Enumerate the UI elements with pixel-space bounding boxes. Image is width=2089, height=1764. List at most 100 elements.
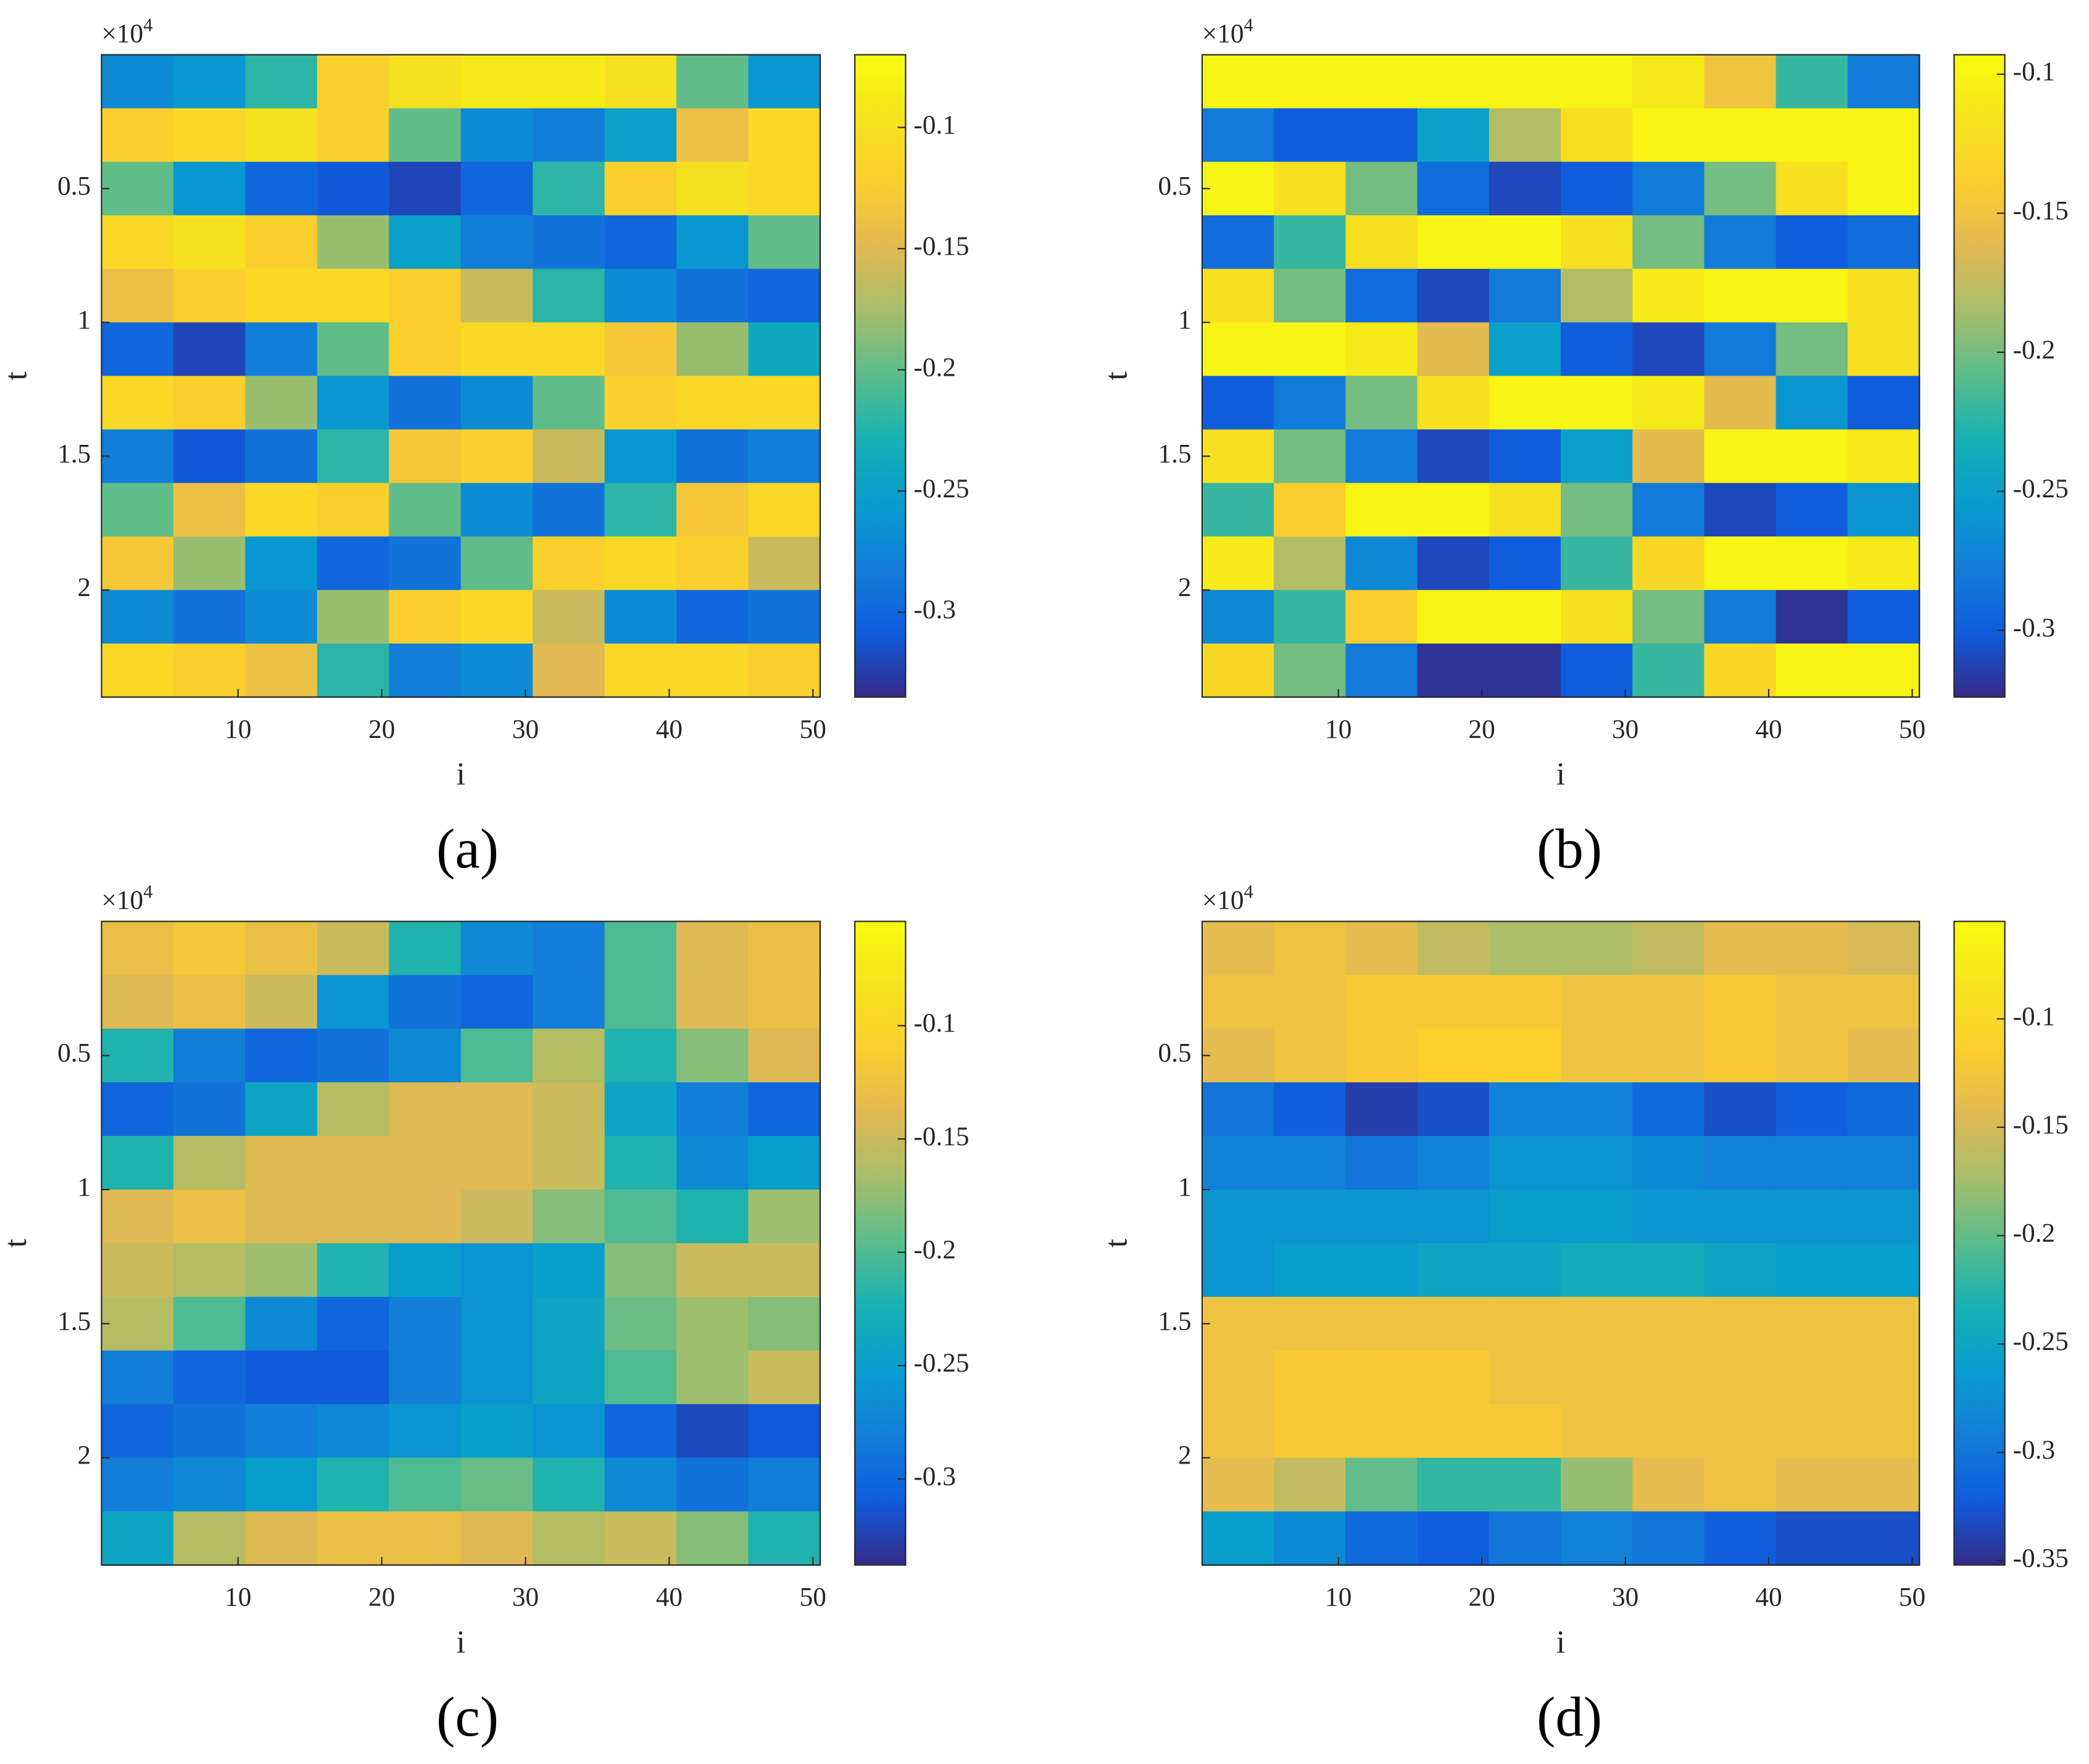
x-tick-label: 20 [368, 714, 395, 744]
heat-cell [245, 590, 318, 645]
panel-label: (d) [1537, 1686, 1602, 1748]
heat-cell [533, 162, 605, 217]
heat-cell [676, 1243, 749, 1298]
heat-cell [1560, 1029, 1634, 1083]
heat-cell [676, 54, 749, 109]
panel-label: (b) [1537, 818, 1602, 880]
heat-cell [748, 482, 821, 537]
heat-cell [101, 162, 175, 217]
heat-cell [101, 1404, 175, 1459]
heat-cell [1345, 1243, 1418, 1298]
multiplier-exponent: 4 [1244, 881, 1253, 902]
heat-cell [1417, 1082, 1490, 1137]
heat-cell [389, 268, 462, 323]
heat-cell [533, 1350, 605, 1406]
y-tick-label: 0.5 [57, 1038, 91, 1068]
heat-cell [1560, 108, 1634, 163]
heat-cell [604, 1296, 678, 1352]
heat-cell [173, 1350, 246, 1406]
heat-cell [101, 590, 175, 645]
heat-cell [1345, 1457, 1418, 1512]
heat-cell [604, 1082, 678, 1137]
heat-cell [1560, 536, 1634, 591]
heat-cell [1274, 921, 1347, 976]
heat-cell [1489, 1511, 1562, 1566]
heat-cell [317, 322, 390, 377]
heat-cell [1847, 536, 1921, 591]
heat-cell [1202, 376, 1275, 431]
heat-cell [173, 162, 246, 217]
heat-cell [389, 482, 462, 537]
heat-cell [317, 1404, 390, 1459]
heat-cell [1274, 1029, 1347, 1083]
heat-cell [101, 1350, 175, 1406]
y-tick-label: 1 [78, 1172, 91, 1202]
x-tick-label: 20 [368, 1583, 395, 1612]
heat-cell [245, 1350, 318, 1406]
heat-cell [748, 1243, 821, 1298]
heat-cell [389, 921, 462, 976]
y-tick-label: 2 [78, 1441, 91, 1470]
heat-cell [1274, 54, 1347, 109]
heat-cell [1417, 376, 1490, 431]
heat-cell [748, 108, 821, 163]
subplot: 10 20 30 40 50 0.5 1 1.5 2 i t ×104 (c) -0.1 -0.15 -0.2… [0, 881, 970, 1748]
panel-label: (c) [436, 1686, 499, 1748]
heat-cell [1560, 215, 1634, 270]
heat-cell [1202, 1243, 1275, 1298]
heat-cell [1202, 215, 1275, 270]
heat-cell [1847, 1457, 1921, 1512]
heat-cell [460, 162, 534, 217]
heat-cell [1489, 1190, 1562, 1244]
heat-cell [1345, 590, 1418, 645]
heat-cell [317, 1457, 390, 1512]
heat-cell [460, 108, 534, 163]
heat-cell [1274, 536, 1347, 591]
heat-cell [1274, 1136, 1347, 1191]
heat-cell [604, 54, 678, 109]
heat-cell [1489, 322, 1562, 377]
heat-cell [1560, 1082, 1634, 1137]
heat-cell [389, 376, 462, 431]
colorbar-tick-label: -0.1 [2013, 57, 2056, 86]
y-tick-label: 1 [78, 305, 91, 334]
heat-cell [245, 1082, 318, 1137]
heat-cell [1847, 108, 1921, 163]
heat-cell [460, 1243, 534, 1298]
heat-cell [1847, 1136, 1921, 1191]
heat-cell [245, 108, 318, 163]
heat-cell [1417, 108, 1490, 163]
heat-cell [173, 268, 246, 323]
heat-cell [748, 54, 821, 109]
heat-cell [173, 1029, 246, 1083]
plot-frame [101, 54, 821, 698]
heat-cell [1775, 1243, 1849, 1298]
heat-cell [1847, 590, 1921, 645]
heat-cell [173, 429, 246, 484]
heat-cell [1847, 376, 1921, 431]
heat-cell [317, 1136, 390, 1191]
heat-cell [533, 1296, 605, 1352]
heat-cell [533, 643, 605, 698]
heat-cell [1775, 1190, 1849, 1244]
heat-cell [317, 1190, 390, 1244]
heat-cell [1202, 590, 1275, 645]
heat-cell [1345, 376, 1418, 431]
heat-cell [1775, 1296, 1849, 1352]
heat-cell [1345, 268, 1418, 323]
heat-cell [317, 162, 390, 217]
heat-cell [748, 429, 821, 484]
heat-cell [1345, 482, 1418, 537]
heat-cell [1202, 162, 1275, 217]
heat-cell [604, 1136, 678, 1191]
heat-cell [1775, 429, 1849, 484]
heat-cell [1489, 1296, 1562, 1352]
colorbar-tick-label: -0.3 [913, 595, 956, 624]
y-tick-label: 0.5 [1158, 172, 1191, 201]
heat-cell [1489, 1029, 1562, 1083]
heat-cell [676, 1511, 749, 1566]
heat-cell [389, 1296, 462, 1352]
heat-cell [1202, 1136, 1275, 1191]
heat-cell [676, 268, 749, 323]
heat-cell [245, 975, 318, 1030]
